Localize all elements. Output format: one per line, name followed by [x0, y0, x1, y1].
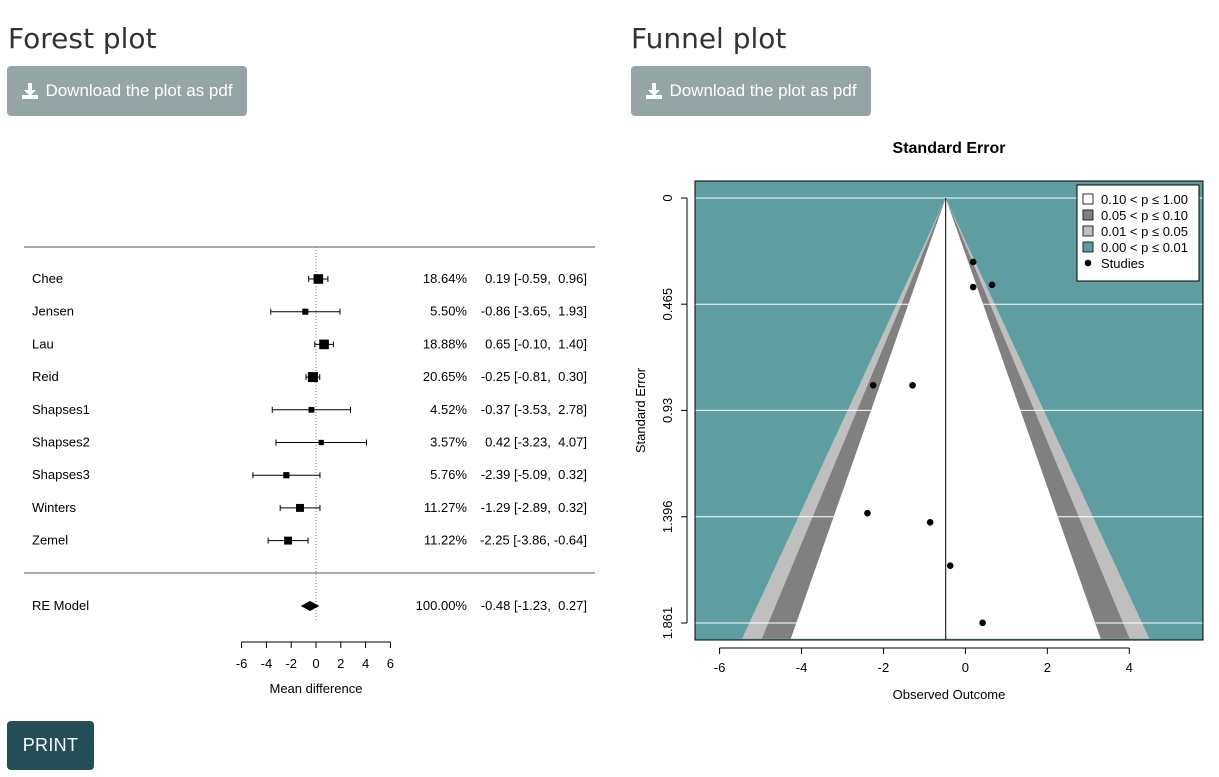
funnel-download-button[interactable]: Download the plot as pdf	[631, 66, 871, 116]
funnel-legend-swatch	[1082, 241, 1094, 253]
forest-x-axis-label: Mean difference	[270, 681, 363, 696]
funnel-x-tick-label: 2	[1044, 660, 1051, 675]
forest-weight-label: 4.52%	[430, 402, 467, 417]
forest-summary-weight: 100.00%	[416, 598, 468, 613]
funnel-x-axis-label: Observed Outcome	[893, 687, 1006, 702]
forest-weight-label: 3.57%	[430, 435, 467, 450]
funnel-legend-label: Studies	[1101, 256, 1145, 271]
forest-weight-label: 5.76%	[430, 467, 467, 482]
funnel-download-label: Download the plot as pdf	[669, 81, 857, 100]
funnel-y-tick-label: 0	[660, 194, 675, 201]
funnel-legend-label: 0.05 < p ≤ 0.10	[1101, 208, 1188, 223]
funnel-study-point	[969, 258, 977, 266]
forest-weight-label: 5.50%	[430, 304, 467, 319]
forest-point-marker	[302, 308, 309, 315]
funnel-legend-point	[1084, 259, 1092, 267]
forest-download-label: Download the plot as pdf	[45, 81, 233, 100]
forest-ci-label: 0.42 [-3.23, 4.07]	[485, 435, 587, 450]
forest-weight-label: 18.88%	[423, 336, 468, 351]
forest-weight-label: 18.64%	[423, 271, 468, 286]
forest-point-marker	[318, 439, 324, 446]
funnel-x-tick-label: -2	[878, 660, 890, 675]
forest-ci-label: -0.25 [-0.81, 0.30]	[481, 369, 587, 384]
forest-x-tick-label: 4	[362, 656, 369, 671]
forest-weight-label: 20.65%	[423, 369, 468, 384]
forest-summary-label: RE Model	[32, 598, 89, 613]
funnel-legend-swatch	[1082, 209, 1094, 221]
funnel-x-tick-label: -4	[796, 660, 808, 675]
funnel-y-tick-label: 0.465	[660, 288, 675, 321]
funnel-y-tick-label: 0.93	[660, 398, 675, 423]
funnel-legend-swatch	[1082, 193, 1094, 205]
forest-ci-label: -2.25 [-3.86, -0.64]	[480, 533, 587, 548]
funnel-x-tick-label: -6	[714, 660, 726, 675]
funnel-legend-label: 0.00 < p ≤ 0.01	[1101, 240, 1188, 255]
forest-ci-label: 0.19 [-0.59, 0.96]	[485, 271, 587, 286]
download-icon	[21, 82, 39, 100]
funnel-x-tick-label: 4	[1126, 660, 1133, 675]
print-button[interactable]: PRINT	[7, 721, 94, 770]
forest-study-label: Chee	[32, 271, 63, 286]
funnel-title: Standard Error	[893, 140, 1006, 157]
forest-ci-label: -0.86 [-3.65, 1.93]	[481, 304, 587, 319]
forest-ci-label: -0.37 [-3.53, 2.78]	[481, 402, 587, 417]
forest-plot-chart: Chee 18.64% 0.19 [-0.59, 0.96]Jensen 5.50% -…	[24, 246, 595, 696]
funnel-study-point	[909, 381, 916, 389]
forest-plot-title: Forest plot	[8, 22, 157, 55]
forest-study-label: Shapses2	[32, 435, 90, 450]
funnel-legend	[1076, 184, 1200, 282]
forest-ci-label: -1.29 [-2.89, 0.32]	[481, 500, 587, 515]
forest-ci-label: -2.39 [-5.09, 0.32]	[481, 467, 587, 482]
forest-study-label: Shapses3	[32, 467, 90, 482]
funnel-plot-title: Funnel plot	[631, 22, 787, 55]
forest-point-marker	[308, 406, 315, 413]
forest-weight-label: 11.27%	[424, 500, 468, 515]
download-icon	[645, 82, 663, 100]
funnel-y-tick-label: 1.396	[660, 501, 675, 534]
forest-x-tick-label: -6	[236, 656, 248, 671]
forest-download-button[interactable]: Download the plot as pdf	[7, 66, 247, 116]
forest-study-label: Reid	[32, 369, 59, 384]
funnel-study-point	[969, 283, 977, 291]
forest-study-label: Shapses1	[32, 402, 90, 417]
funnel-plot-border	[694, 180, 1204, 641]
forest-study-label: Winters	[32, 500, 77, 515]
funnel-plot-area	[695, 181, 1203, 640]
funnel-plot-chart: Standard Error -6 -4 -2 0 2 4 Observed Outcome 0…	[633, 140, 1204, 702]
forest-x-tick-label: 6	[387, 656, 394, 671]
forest-point-marker	[307, 372, 318, 383]
funnel-x-tick-label: 0	[962, 660, 969, 675]
forest-summary-ci: -0.48 [-1.23, 0.27]	[481, 598, 587, 613]
forest-point-marker	[319, 339, 329, 350]
forest-ci-label: 0.65 [-0.10, 1.40]	[485, 336, 587, 351]
forest-x-tick-label: -4	[261, 656, 273, 671]
funnel-study-point	[946, 562, 954, 569]
forest-study-label: Zemel	[32, 533, 68, 548]
funnel-study-point	[926, 518, 934, 526]
funnel-y-tick-label: 1.861	[660, 607, 675, 640]
funnel-legend-label: 0.01 < p ≤ 0.05	[1101, 224, 1188, 239]
forest-x-tick-label: -2	[285, 656, 297, 671]
funnel-study-point	[979, 619, 986, 627]
forest-point-marker	[283, 472, 290, 479]
forest-x-tick-label: 0	[312, 656, 319, 671]
funnel-study-point	[864, 509, 871, 517]
funnel-study-point	[988, 281, 996, 289]
forest-point-marker	[284, 536, 293, 545]
funnel-legend-swatch	[1082, 225, 1094, 237]
forest-point-marker	[296, 503, 304, 512]
funnel-legend-label: 0.10 < p ≤ 1.00	[1101, 192, 1188, 207]
forest-summary-diamond	[300, 601, 320, 611]
forest-weight-label: 11.22%	[424, 533, 468, 548]
funnel-y-axis-label: Standard Error	[633, 367, 648, 453]
forest-study-label: Lau	[32, 336, 54, 351]
funnel-study-point	[869, 381, 877, 389]
forest-study-label: Jensen	[32, 304, 74, 319]
forest-x-tick-label: 2	[337, 656, 344, 671]
forest-point-marker	[313, 274, 324, 284]
